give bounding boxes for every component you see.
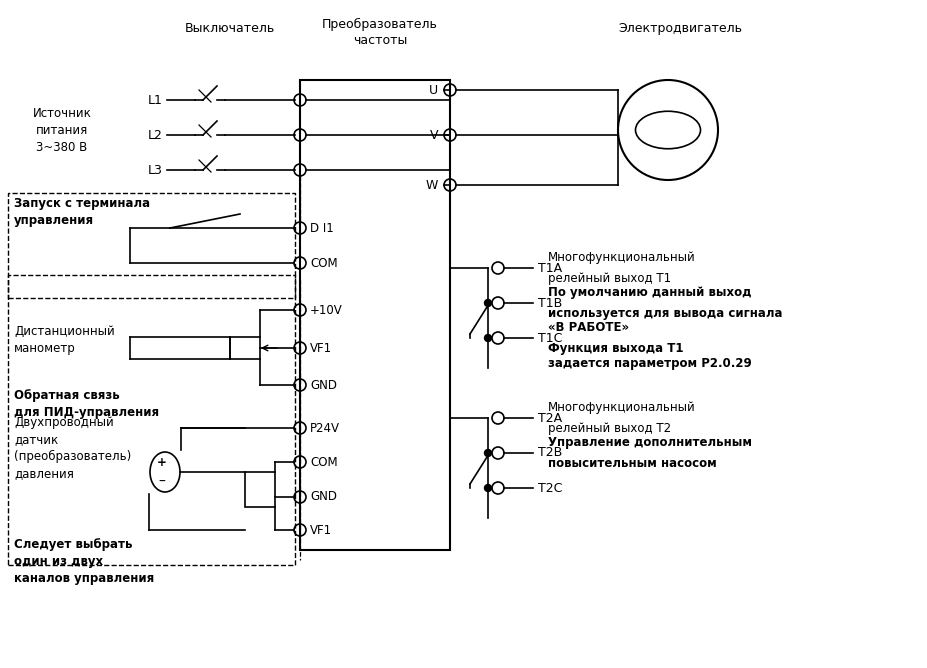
Text: T1A: T1A (538, 261, 562, 275)
Text: По умолчанию данный выход: По умолчанию данный выход (548, 286, 751, 299)
Text: используется для вывода сигнала: используется для вывода сигнала (548, 307, 781, 320)
Text: задается параметром Р2.0.29: задается параметром Р2.0.29 (548, 357, 751, 370)
Text: T2B: T2B (538, 446, 562, 460)
Text: Следует выбрать
один из двух
каналов управления: Следует выбрать один из двух каналов упр… (14, 538, 154, 585)
Text: +: + (157, 456, 167, 468)
Circle shape (484, 484, 491, 492)
Text: Обратная связь
для ПИД-управления: Обратная связь для ПИД-управления (14, 389, 159, 419)
Text: COM: COM (310, 257, 337, 269)
Text: P24V: P24V (310, 422, 339, 434)
Text: T2C: T2C (538, 482, 562, 494)
Text: «В РАБОТЕ»: «В РАБОТЕ» (548, 321, 629, 334)
Text: L1: L1 (147, 94, 162, 106)
Circle shape (484, 450, 491, 456)
Text: Электродвигатель: Электродвигатель (617, 22, 742, 35)
Text: Выключатель: Выключатель (184, 22, 274, 35)
Text: W: W (425, 178, 438, 192)
Bar (245, 472, 274, 507)
Text: GND: GND (310, 379, 337, 391)
Text: –: – (159, 475, 165, 489)
Circle shape (484, 299, 491, 307)
Text: COM: COM (310, 456, 337, 468)
Text: Преобразователь
частоты: Преобразователь частоты (322, 18, 438, 47)
Text: T1B: T1B (538, 297, 562, 309)
Text: GND: GND (310, 490, 337, 504)
Text: повысительным насосом: повысительным насосом (548, 457, 716, 470)
Text: Запуск с терминала
управления: Запуск с терминала управления (14, 197, 150, 227)
Text: Многофункциональный: Многофункциональный (548, 251, 695, 264)
Text: VF1: VF1 (310, 341, 332, 355)
Text: Дистанционный
манометр: Дистанционный манометр (14, 325, 115, 355)
Text: +10V: +10V (310, 303, 342, 317)
Text: V: V (429, 128, 438, 142)
Text: Источник
питания
3~380 В: Источник питания 3~380 В (32, 106, 92, 154)
Text: D I1: D I1 (310, 222, 334, 234)
Text: T2A: T2A (538, 411, 562, 424)
Text: релейный выход Т1: релейный выход Т1 (548, 272, 670, 285)
Text: U: U (428, 84, 438, 96)
Circle shape (484, 335, 491, 341)
Text: L2: L2 (147, 128, 162, 142)
Text: VF1: VF1 (310, 524, 332, 536)
Text: T1C: T1C (538, 331, 562, 345)
Text: Управление дополнительным: Управление дополнительным (548, 436, 751, 449)
Text: L3: L3 (147, 164, 162, 176)
Text: релейный выход Т2: релейный выход Т2 (548, 422, 670, 435)
Bar (299, 80, 450, 550)
Text: Многофункциональный: Многофункциональный (548, 401, 695, 414)
Text: Функция выхода Т1: Функция выхода Т1 (548, 342, 683, 355)
Bar (230, 337, 260, 359)
Text: Двухпроводный
датчик
(преобразователь)
давления: Двухпроводный датчик (преобразователь) д… (14, 416, 131, 480)
